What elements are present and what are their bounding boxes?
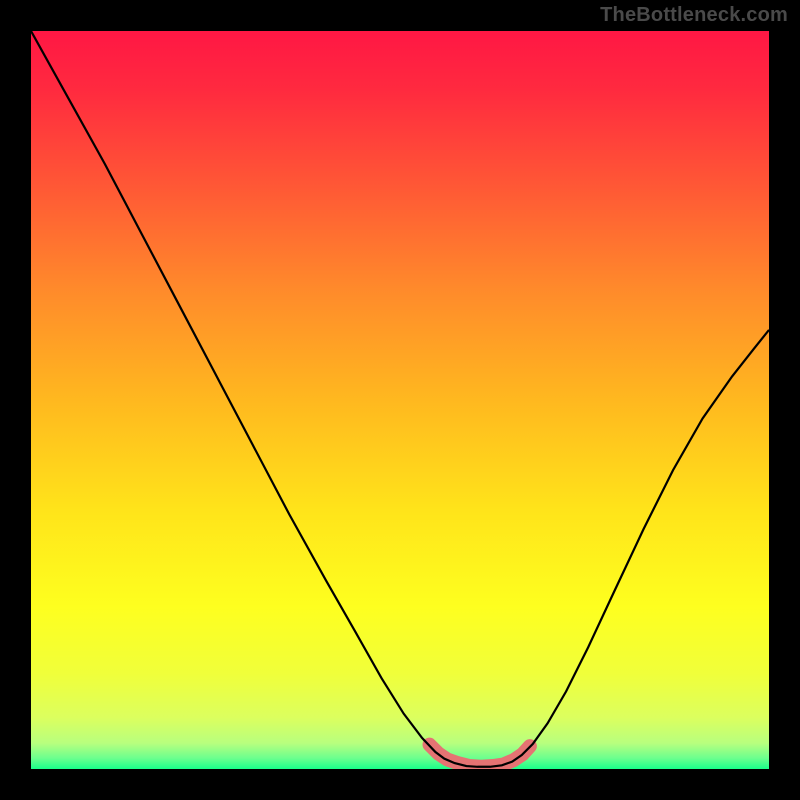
attribution-label: TheBottleneck.com (600, 4, 788, 27)
main-curve (31, 31, 769, 767)
highlight-segment (430, 745, 530, 767)
curve-overlay (31, 31, 769, 769)
plot-area (31, 31, 769, 769)
chart-container: TheBottleneck.com (0, 0, 800, 800)
